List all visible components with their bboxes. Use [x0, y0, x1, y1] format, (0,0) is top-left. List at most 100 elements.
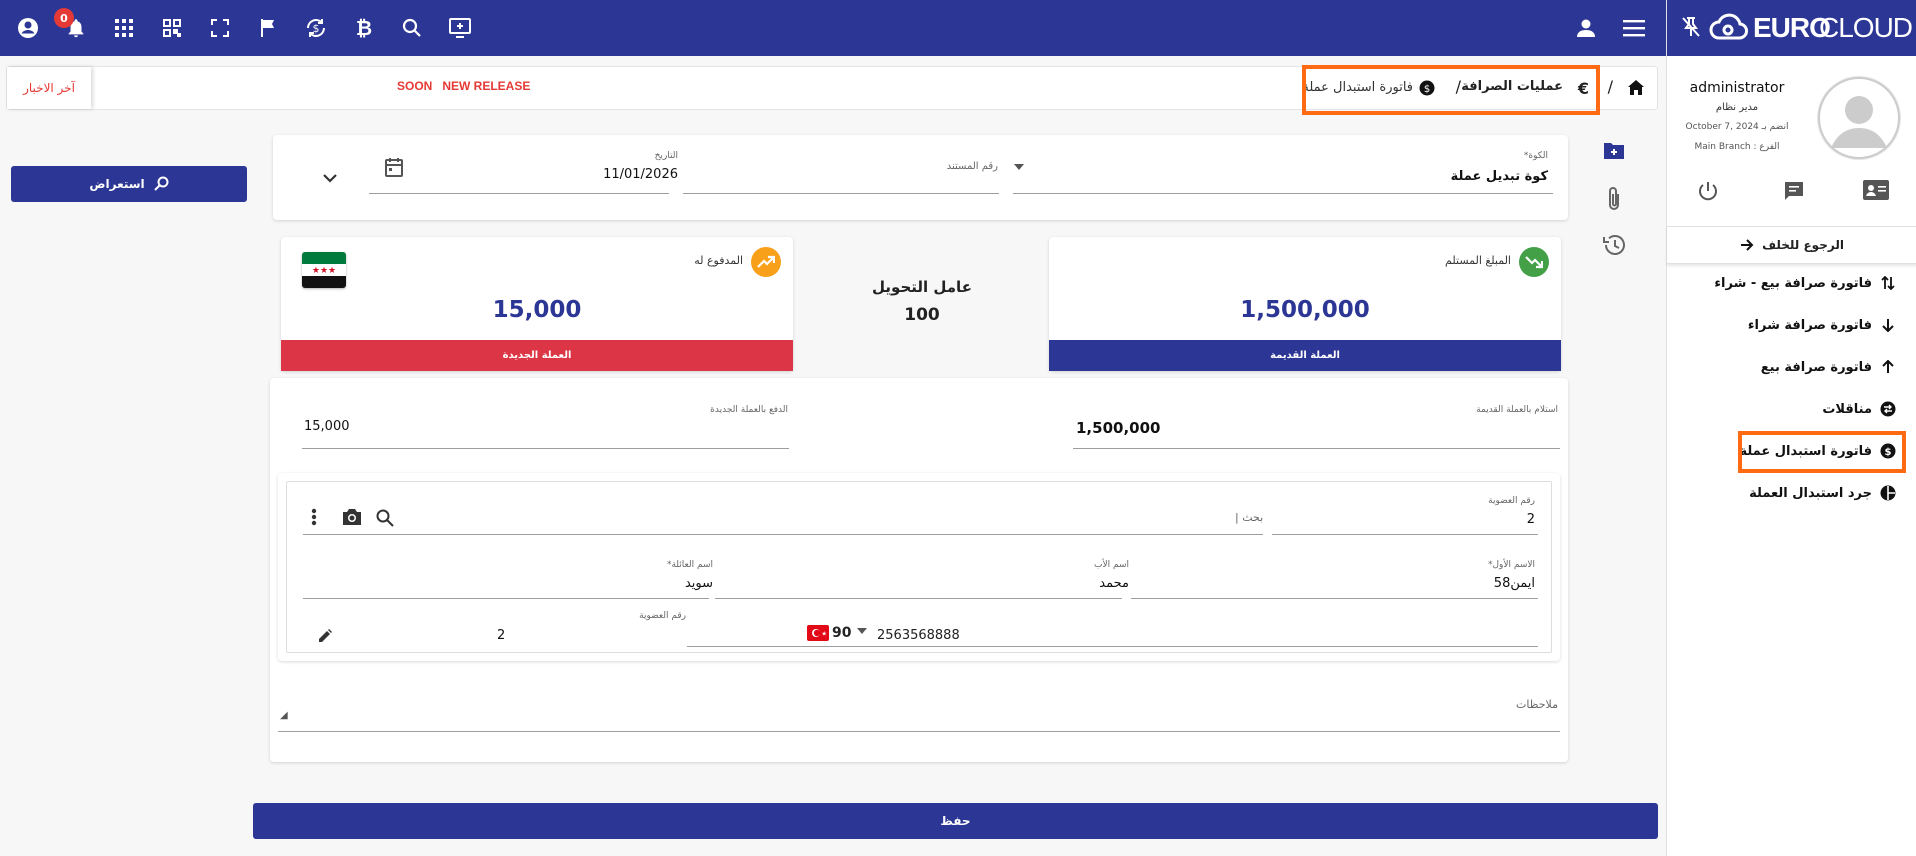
back-button[interactable]: الرجوع للخلف	[1667, 226, 1916, 264]
search-person-icon[interactable]	[375, 508, 395, 528]
first-name-input[interactable]	[1131, 598, 1538, 599]
bitcoin-icon[interactable]: ₿	[355, 15, 373, 40]
box-value: كوة تبديل عملة	[1450, 169, 1548, 184]
attachment-icon[interactable]	[1606, 186, 1622, 212]
history-icon[interactable]	[1602, 234, 1626, 256]
pin-off-icon[interactable]	[1681, 16, 1701, 38]
search-icon[interactable]	[398, 14, 426, 42]
bell-icon[interactable]	[62, 14, 90, 42]
family-value: سويد	[684, 576, 713, 591]
box-select[interactable]	[1013, 193, 1553, 194]
account-circle-icon[interactable]	[14, 14, 42, 42]
contact-card-icon[interactable]	[1863, 180, 1889, 200]
fullscreen-icon[interactable]	[206, 14, 234, 42]
logo-cloud: CLOUD	[1819, 12, 1913, 43]
member2-value: 2	[497, 628, 506, 643]
caret-down-icon[interactable]	[857, 628, 867, 635]
resize-handle-icon[interactable]: ◢	[280, 710, 288, 721]
arrow-forward-icon	[1741, 239, 1754, 251]
receive-old-label: استلام بالعملة القديمة	[1476, 405, 1558, 415]
first-name-label: الاسم الأول*	[1487, 560, 1535, 570]
sidebar-item-label: فاتورة صرافة بيع - شراء	[1714, 275, 1872, 291]
svg-text:★: ★	[822, 631, 827, 638]
qr-code-icon[interactable]	[158, 14, 186, 42]
received-amount: 1,500,000	[1240, 297, 1370, 323]
user-icon[interactable]	[1572, 14, 1600, 42]
swap-vert-icon	[1880, 275, 1896, 291]
arrow-up-icon	[1880, 359, 1896, 375]
currency-swap-icon: $	[1419, 80, 1435, 96]
breadcrumb-separator: /	[1607, 77, 1613, 96]
currency-exchange-icon[interactable]: $	[302, 14, 330, 42]
more-vert-icon[interactable]	[311, 508, 317, 526]
flag-icon[interactable]	[254, 14, 282, 42]
apps-grid-icon[interactable]	[110, 14, 138, 42]
chevron-down-icon[interactable]	[323, 173, 337, 183]
news-label[interactable]: آخر الاخبار	[7, 67, 91, 109]
camera-icon[interactable]	[341, 508, 363, 526]
highlight-breadcrumb	[1302, 65, 1600, 115]
paid-label: المدفوع له	[694, 254, 743, 267]
customer-card: رقم العضوية 2 بحث | الاسم الأول* ايمن58 …	[278, 473, 1560, 661]
transfer-icon	[1880, 401, 1896, 417]
sidebar-item-label: فاتورة صرافة شراء	[1747, 317, 1872, 333]
breadcrumb-separator: /	[1455, 77, 1461, 96]
breadcrumb-section[interactable]: عمليات الصرافة	[1461, 79, 1563, 94]
doc-number-input[interactable]	[683, 193, 999, 194]
date-label: التاريخ	[654, 151, 678, 161]
father-input[interactable]	[715, 598, 1122, 599]
news-breadcrumb-bar: آخر الاخبار SOON NEW RELEASE / € عمليات …	[6, 66, 1658, 110]
turkey-flag-icon[interactable]: ★	[807, 625, 829, 641]
svg-text:★★★: ★★★	[312, 266, 336, 276]
sidebar-item-transfers[interactable]: مناقلات	[1822, 394, 1896, 424]
sidebar-item-label: فاتورة صرافة بيع	[1760, 359, 1872, 375]
pay-new-value: 15,000	[304, 419, 350, 434]
sidebar-item-sell[interactable]: فاتورة صرافة بيع	[1761, 352, 1896, 382]
review-button[interactable]: استعراض	[11, 166, 247, 202]
add-screen-icon[interactable]	[446, 14, 474, 42]
phone-input[interactable]	[687, 646, 1538, 647]
member-value: 2	[1526, 512, 1535, 527]
pie-chart-icon	[1880, 485, 1896, 501]
power-icon[interactable]	[1697, 180, 1719, 202]
sidebar-item-label: مناقلات	[1822, 401, 1872, 417]
rate-value: 100	[904, 305, 940, 325]
search-icon	[153, 176, 169, 191]
svg-text:$: $	[313, 22, 320, 35]
back-label: الرجوع للخلف	[1762, 238, 1844, 252]
family-input[interactable]	[303, 598, 709, 599]
receive-old-input[interactable]	[1073, 448, 1560, 449]
search-input[interactable]: بحث |	[1235, 511, 1264, 524]
arrow-down-icon	[1880, 317, 1896, 333]
user-branch: Main Branch : الفرع	[1694, 142, 1780, 152]
home-icon[interactable]	[1627, 79, 1645, 97]
sidebar-item-label: جرد استبدال العملة	[1749, 485, 1872, 501]
family-label: اسم العائلة*	[666, 560, 713, 570]
chat-icon[interactable]	[1783, 180, 1805, 202]
sidebar-item-currency-exchange[interactable]: $ فاتورة استبدال عملة	[1739, 436, 1896, 466]
sidebar-item-inventory[interactable]: جرد استبدال العملة	[1749, 478, 1896, 508]
svg-text:$: $	[1885, 447, 1892, 458]
member-input[interactable]	[1272, 534, 1538, 535]
date-input[interactable]	[369, 193, 669, 194]
old-currency-bar: العملة القديمة	[1049, 340, 1561, 371]
father-label: اسم الأب	[1094, 560, 1129, 570]
user-joined: October 7, 2024 انضم بـ	[1685, 122, 1789, 132]
paid-amount: 15,000	[492, 297, 582, 323]
caret-down-icon[interactable]	[1013, 163, 1025, 171]
save-button[interactable]: حفظ	[253, 803, 1658, 839]
new-currency-bar: العملة الجديدة	[281, 340, 793, 371]
calendar-icon[interactable]	[385, 157, 403, 177]
sidebar-item-buy[interactable]: فاتورة صرافة شراء	[1748, 310, 1896, 340]
rate-label: عامل التحويل	[872, 278, 972, 296]
pay-new-input[interactable]	[302, 448, 789, 449]
header-form-card: الكوة* كوة تبديل عملة رقم المستند التاري…	[273, 135, 1568, 220]
sidebar-item-buy-sell[interactable]: فاتورة صرافة بيع - شراء	[1714, 268, 1896, 298]
svg-text:$: $	[1424, 84, 1430, 95]
trending-up-icon	[751, 247, 781, 277]
menu-icon[interactable]	[1620, 14, 1648, 42]
edit-pencil-icon[interactable]	[317, 628, 333, 644]
new-folder-icon[interactable]	[1603, 140, 1625, 160]
notes-input[interactable]	[278, 731, 1560, 732]
euro-icon: €	[1577, 79, 1589, 98]
